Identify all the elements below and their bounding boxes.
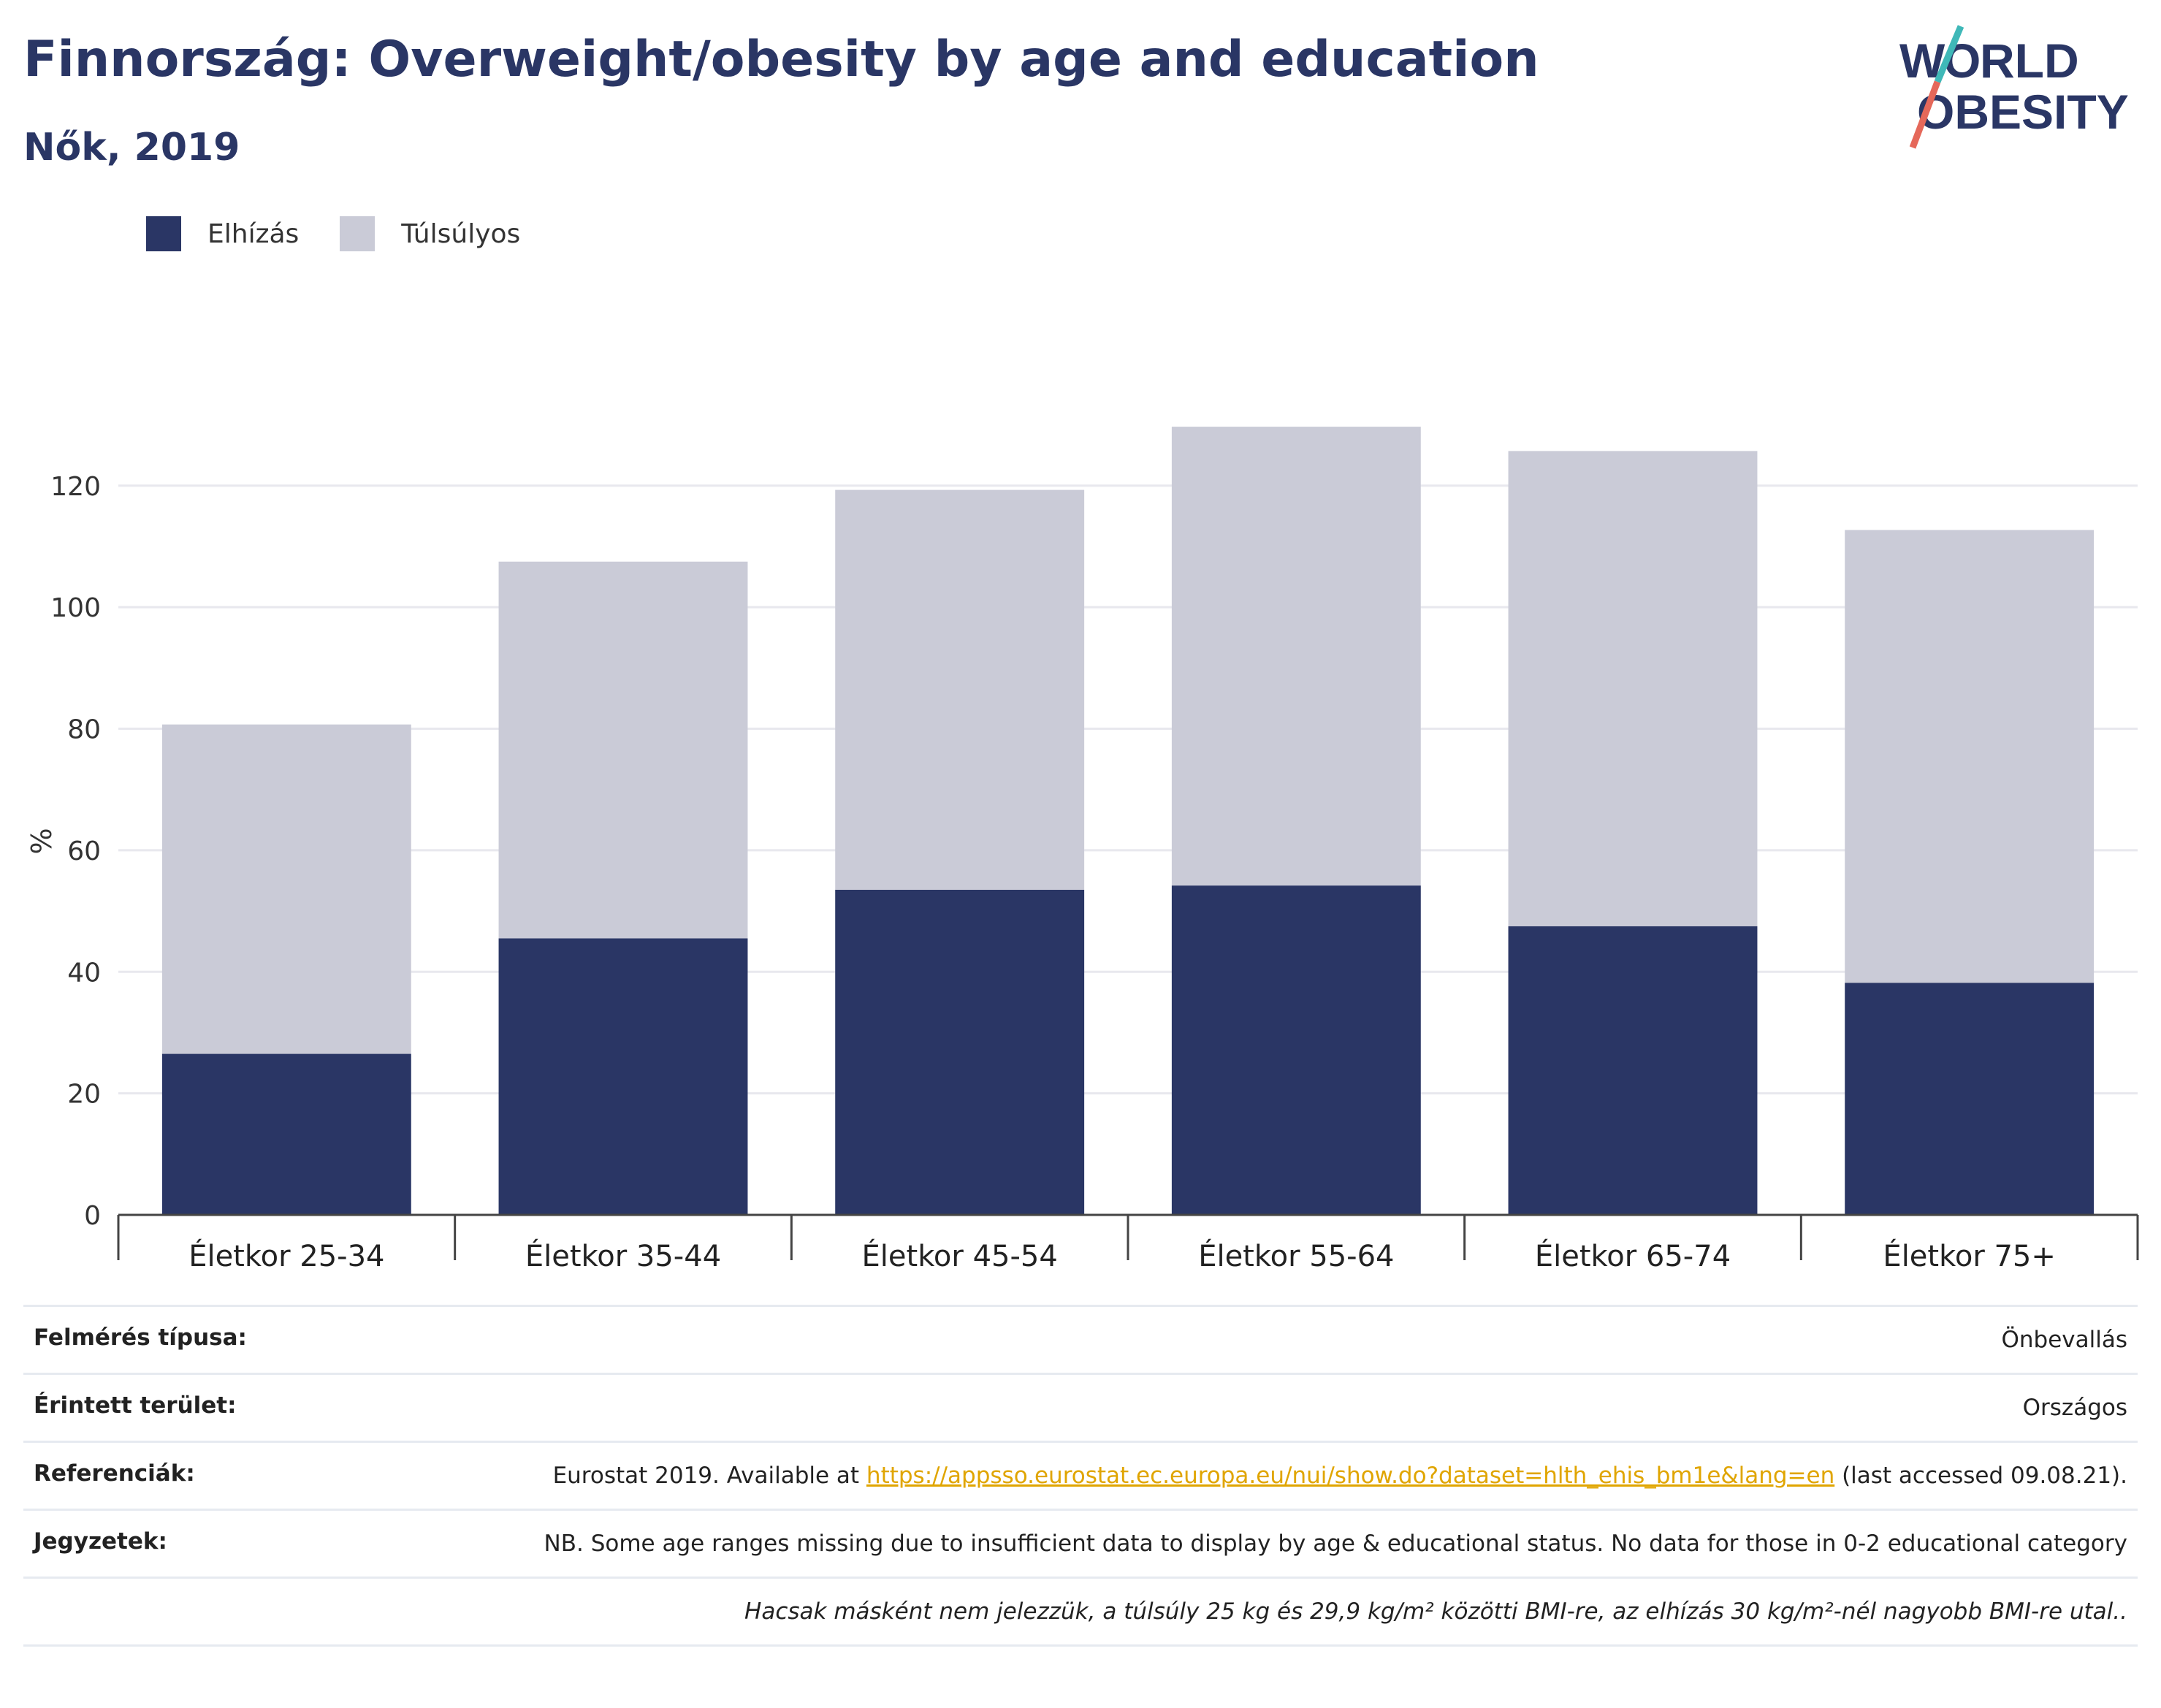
page-title: Finnország: Overweight/obesity by age an… [23, 31, 1539, 88]
legend-label-obesity: Elhízás [207, 218, 300, 249]
x-tick-label: Életkor 25-34 [188, 1238, 384, 1273]
y-axis-label: % [26, 828, 58, 854]
info-row-notes: Jegyzetek: NB. Some age ranges missing d… [23, 1509, 2138, 1577]
legend-item-obesity[interactable]: Elhízás [146, 216, 299, 251]
info-row-footnote: Hacsak másként nem jelezzük, a túlsúly 2… [23, 1577, 2138, 1647]
bar-obesity [835, 889, 1085, 1215]
legend-item-overweight[interactable]: Túlsúlyos [340, 216, 520, 251]
survey-type-label: Felmérés típusa: [34, 1324, 247, 1351]
legend-swatch-overweight [340, 216, 376, 251]
notes-label: Jegyzetek: [34, 1528, 167, 1555]
references-label: Referenciák: [34, 1460, 195, 1487]
references-value: Eurostat 2019. Available at https://apps… [553, 1460, 2127, 1491]
chart-legend: Elhízás Túlsúlyos [146, 216, 561, 251]
eurostat-link[interactable]: https://appsso.eurostat.ec.europa.eu/nui… [866, 1463, 1835, 1489]
y-tick-label: 20 [67, 1080, 101, 1110]
y-tick-label: 40 [67, 958, 101, 988]
info-row-area: Érintett terület: Országos [23, 1373, 2138, 1441]
y-tick-label: 0 [84, 1201, 101, 1231]
y-tick-label: 120 [50, 472, 101, 502]
references-prefix: Eurostat 2019. Available at [552, 1463, 866, 1489]
stacked-bar-chart: 0 20 40 60 80 100 120% Életkor 25-34 Életkor 35-… [26, 427, 2139, 1273]
svg-text:RLD: RLD [1980, 34, 2079, 88]
x-tick-label: Életkor 55-64 [1198, 1238, 1394, 1273]
bar-overweight [498, 561, 748, 939]
bar-overweight [1508, 451, 1758, 926]
bar-obesity [161, 1053, 411, 1215]
y-tick-label: 80 [67, 715, 101, 745]
x-tick-label: Életkor 65-74 [1535, 1238, 1731, 1273]
notes-value: NB. Some age ranges missing due to insuf… [544, 1530, 2127, 1557]
bar-overweight [1171, 427, 1421, 886]
bmi-footnote: Hacsak másként nem jelezzük, a túlsúly 2… [744, 1598, 2127, 1625]
y-tick-label: 60 [67, 836, 101, 866]
info-row-references: Referenciák: Eurostat 2019. Available at… [23, 1441, 2138, 1509]
bar-overweight [161, 724, 411, 1054]
info-table: Felmérés típusa: Önbevallás Érintett ter… [23, 1305, 2138, 1647]
survey-type-value: Önbevallás [2001, 1327, 2127, 1353]
bar-obesity [1171, 885, 1421, 1215]
page-subtitle: Nők, 2019 [23, 126, 240, 169]
x-tick-label: Életkor 75+ [1883, 1238, 2055, 1273]
legend-label-overweight: Túlsúlyos [401, 218, 521, 249]
svg-text:OBESITY: OBESITY [1917, 85, 2129, 139]
info-row-survey: Felmérés típusa: Önbevallás [23, 1305, 2138, 1373]
bar-obesity [1845, 983, 2095, 1215]
legend-swatch-obesity [146, 216, 181, 251]
area-value: Országos [2022, 1395, 2127, 1421]
bar-obesity [1508, 926, 1758, 1215]
area-label: Érintett terület: [34, 1392, 237, 1419]
bar-overweight [835, 489, 1085, 890]
world-obesity-logo: W O RLD OBESITY [1899, 25, 2129, 149]
references-suffix: (last accessed 09.08.21). [1834, 1463, 2127, 1489]
x-tick-label: Életkor 45-54 [862, 1238, 1058, 1273]
y-tick-label: 100 [50, 593, 101, 623]
bar-obesity [498, 938, 748, 1215]
bar-overweight [1845, 530, 2095, 983]
x-tick-label: Életkor 35-44 [525, 1238, 721, 1273]
